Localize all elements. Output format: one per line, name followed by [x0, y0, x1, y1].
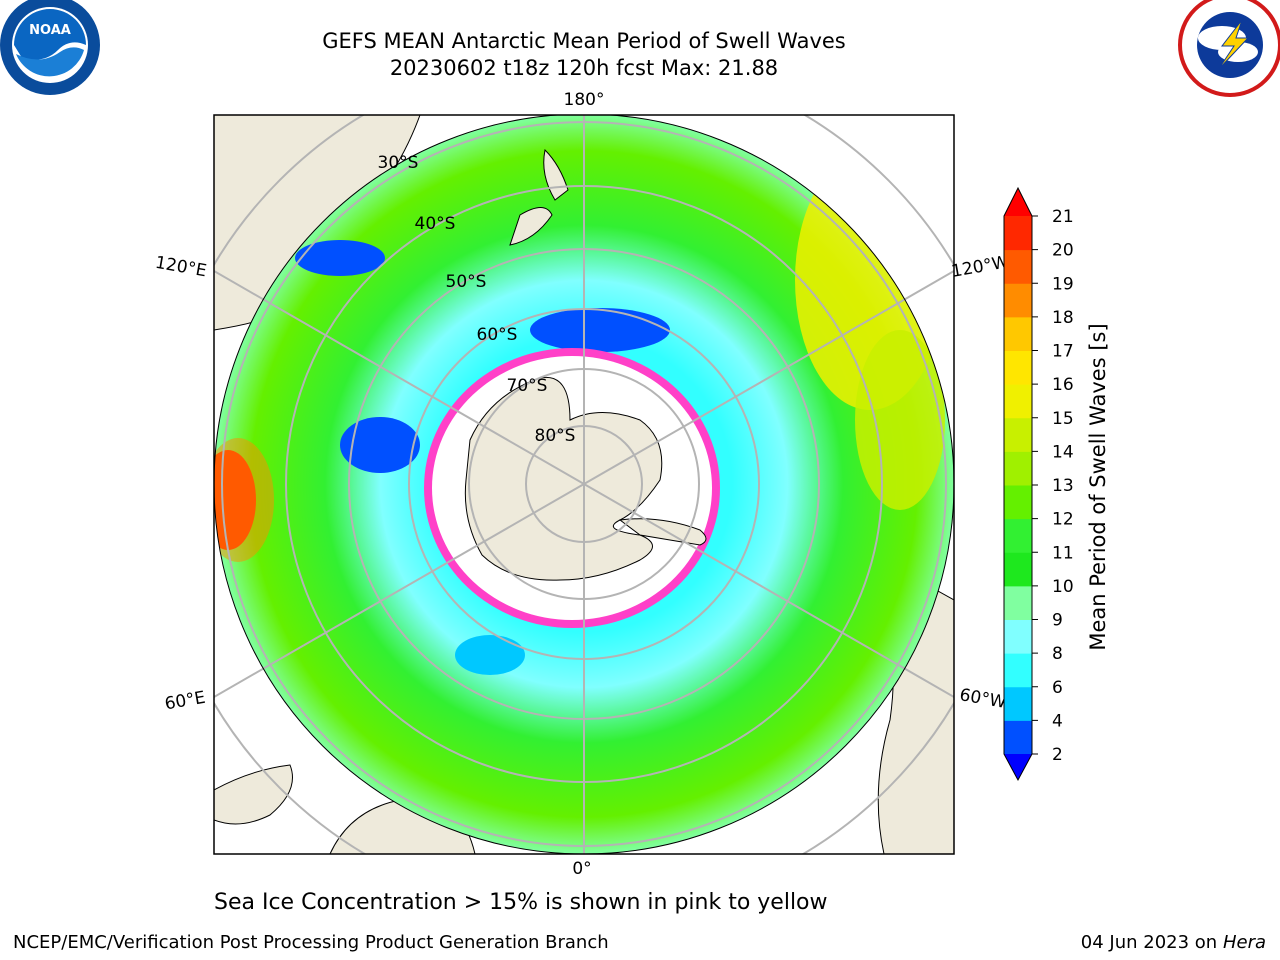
colorbar-tick-label: 21	[1052, 207, 1074, 227]
lon-label-60w: 60°W	[958, 685, 1008, 713]
colorbar-tick-label: 2	[1052, 745, 1063, 765]
swell-high-patch	[214, 438, 274, 562]
colorbar-tick-label: 17	[1052, 342, 1074, 362]
lon-label-180: 180°	[564, 90, 605, 110]
noaa-logo: NOAA	[0, 0, 100, 95]
polar-map: 30°S 40°S 50°S 60°S 70°S 80°S	[214, 115, 954, 854]
colorbar: 2 4 6 8 9 10 11 12 13 14 15 16 17 18 19 20 21	[1003, 186, 1074, 782]
colorbar-tick-label: 14	[1052, 442, 1074, 462]
lon-label-120e: 120°E	[154, 253, 208, 282]
colorbar-segment	[1004, 720, 1032, 755]
lat-label-70s: 70°S	[507, 376, 548, 396]
colorbar-tick-label: 18	[1052, 308, 1074, 328]
footer-date: 04 Jun 2023 on Hera	[1081, 932, 1266, 953]
swell-high-patch	[855, 330, 945, 510]
colorbar-segment	[1004, 249, 1032, 284]
colorbar-tick-label: 13	[1052, 476, 1074, 496]
lat-label-80s: 80°S	[535, 426, 576, 446]
swell-low-patch	[455, 635, 525, 675]
footer-host: Hera	[1222, 932, 1266, 953]
colorbar-tick-label: 6	[1052, 678, 1063, 698]
graticule	[214, 115, 954, 854]
swell-low-patch	[530, 308, 670, 352]
colorbar-under-arrow	[1004, 754, 1032, 780]
colorbar-segment	[1004, 350, 1032, 385]
lon-label-120w: 120°W	[950, 252, 1011, 282]
colorbar-tick-label: 19	[1052, 274, 1074, 294]
new-zealand-land	[509, 148, 569, 246]
lat-label-60s: 60°S	[477, 325, 518, 345]
noaa-logo-text: NOAA	[29, 23, 71, 38]
colorbar-segment	[1004, 384, 1032, 419]
colorbar-segment	[1004, 451, 1032, 486]
colorbar-segment	[1004, 653, 1032, 688]
nws-logo	[1178, 0, 1280, 97]
lon-label-0: 0°	[572, 859, 591, 879]
lon-label-60e: 60°E	[163, 688, 207, 715]
chart-title: GEFS MEAN Antarctic Mean Period of Swell…	[322, 29, 846, 53]
colorbar-segment	[1004, 485, 1032, 520]
lat-label-30s: 30°S	[378, 153, 419, 173]
colorbar-tick-label: 9	[1052, 611, 1063, 631]
colorbar-segment	[1004, 417, 1032, 452]
colorbar-segment	[1004, 316, 1032, 351]
footer-credit: NCEP/EMC/Verification Post Processing Pr…	[13, 932, 609, 953]
colorbar-label: Mean Period of Swell Waves [s]	[1086, 323, 1110, 650]
footer-date-text: 04 Jun 2023 on	[1080, 932, 1218, 953]
colorbar-tick-label: 20	[1052, 241, 1074, 261]
swell-low-patch	[340, 417, 420, 473]
lat-label-40s: 40°S	[415, 214, 456, 234]
colorbar-tick-label: 8	[1052, 644, 1063, 664]
colorbar-tick-label: 15	[1052, 409, 1074, 429]
colorbar-over-arrow	[1004, 188, 1032, 216]
sea-ice-note: Sea Ice Concentration > 15% is shown in …	[214, 890, 828, 915]
swell-low-patch	[295, 240, 385, 276]
colorbar-segment	[1004, 283, 1032, 318]
colorbar-segment	[1004, 585, 1032, 620]
colorbar-tick-label: 11	[1052, 543, 1074, 563]
chart-subtitle: 20230602 t18z 120h fcst Max: 21.88	[389, 56, 779, 80]
colorbar-tick-label: 16	[1052, 375, 1074, 395]
lat-label-50s: 50°S	[446, 272, 487, 292]
colorbar-segment	[1004, 216, 1032, 251]
colorbar-segment	[1004, 686, 1032, 721]
colorbar-tick-label: 12	[1052, 510, 1074, 530]
colorbar-segment	[1004, 619, 1032, 654]
map-frame	[213, 114, 955, 855]
colorbar-segment	[1004, 518, 1032, 553]
colorbar-tick-label: 4	[1052, 711, 1063, 731]
colorbar-segment	[1004, 552, 1032, 587]
colorbar-tick-label: 10	[1052, 577, 1074, 597]
